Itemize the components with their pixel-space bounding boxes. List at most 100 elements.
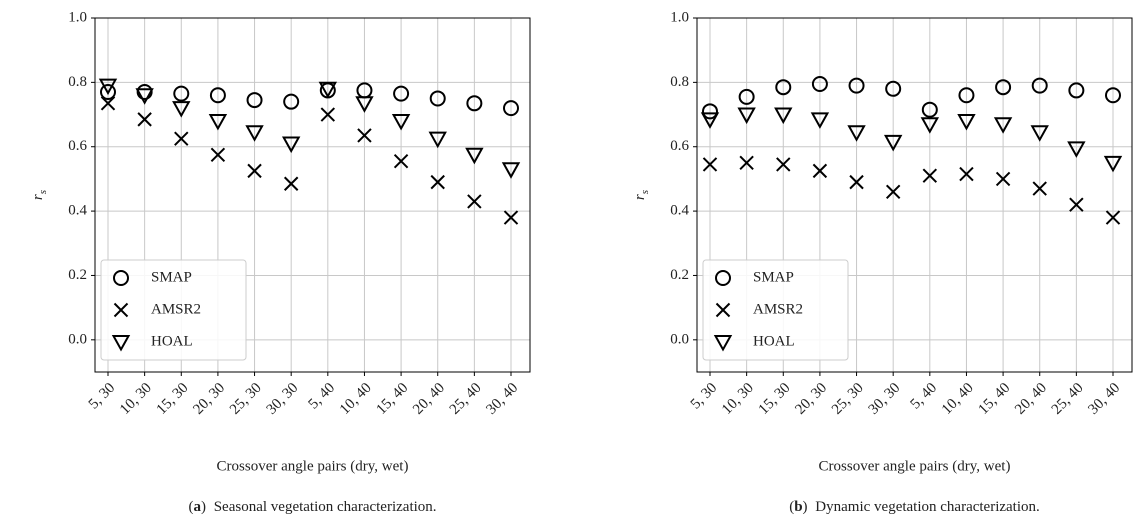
marker-x	[137, 112, 152, 127]
x-tick-label: 10, 30	[117, 380, 155, 418]
legend-label: AMSR2	[753, 301, 803, 317]
x-tick-label: 20, 30	[792, 380, 830, 418]
marker-triangle	[1103, 155, 1123, 173]
x-tick-label: 10, 40	[939, 380, 977, 418]
marker-x	[1032, 181, 1047, 196]
marker-circle	[393, 85, 410, 102]
y-axis-label: rs	[632, 190, 650, 200]
caption-label: b	[794, 499, 802, 515]
plot-frame	[696, 17, 1133, 373]
marker-x	[812, 163, 828, 179]
y-axis-label-sub: s	[37, 190, 49, 194]
x-tick-label: 30, 30	[264, 380, 302, 418]
y-tick-label: 1.0	[68, 9, 87, 25]
x-tick-label: 20, 30	[190, 380, 228, 418]
marker-triangle	[281, 136, 301, 154]
marker-triangle	[318, 81, 338, 99]
marker-triangle	[111, 335, 131, 352]
marker-x	[210, 147, 226, 162]
marker-triangle	[700, 112, 720, 129]
marker-x	[174, 131, 189, 146]
x-tick-label: 25, 30	[227, 380, 265, 418]
x-tick-label: 30, 30	[866, 380, 904, 418]
plot-frame	[94, 17, 531, 373]
marker-circle	[811, 75, 828, 92]
marker-circle	[775, 79, 792, 96]
x-tick-label: 10, 40	[337, 380, 375, 418]
legend-label: HOAL	[753, 333, 795, 349]
x-axis-label: Crossover angle pairs (dry, wet)	[819, 458, 1011, 474]
marker-x	[283, 176, 299, 191]
legend-label: SMAP	[753, 269, 794, 285]
marker-circle	[246, 92, 263, 109]
marker-circle	[113, 270, 129, 286]
x-tick-label: 15, 30	[154, 380, 192, 418]
y-tick-label: 1.0	[670, 9, 689, 25]
caption: (b) Dynamic vegetation characterization.	[789, 499, 1040, 515]
y-axis-label-main: r	[632, 194, 648, 200]
marker-triangle	[355, 96, 374, 113]
y-tick-label: 0.4	[670, 203, 689, 219]
marker-triangle	[774, 107, 793, 125]
marker-circle	[958, 87, 975, 104]
marker-triangle	[883, 134, 903, 152]
marker-triangle	[1067, 141, 1086, 158]
marker-x	[776, 157, 791, 172]
caption-paren: )	[803, 499, 812, 515]
x-tick-label: 20, 40	[1012, 380, 1050, 418]
marker-triangle	[465, 147, 484, 165]
marker-circle	[1105, 87, 1121, 104]
caption-paren: (	[188, 499, 193, 515]
x-tick-label: 30, 40	[1085, 380, 1123, 418]
caption-paren: (	[789, 499, 794, 515]
marker-circle	[702, 103, 718, 120]
marker-triangle	[98, 78, 118, 96]
marker-x	[715, 302, 731, 318]
x-tick-label: 10, 30	[719, 380, 757, 418]
marker-x	[113, 302, 129, 318]
marker-x	[247, 163, 262, 179]
marker-x	[430, 174, 445, 190]
legend-box	[100, 259, 247, 361]
legend-label: HOAL	[151, 333, 193, 349]
x-tick-label: 25, 40	[1049, 380, 1087, 418]
marker-triangle	[208, 113, 228, 131]
legend-label: SMAP	[151, 269, 192, 285]
marker-circle	[283, 93, 300, 110]
x-axis-label: Crossover angle pairs (dry, wet)	[217, 458, 409, 474]
y-tick-label: 0.6	[670, 138, 689, 154]
caption-paren: )	[201, 499, 210, 515]
marker-x	[885, 184, 901, 199]
y-axis-label: rs	[30, 190, 48, 200]
x-tick-label: 5, 30	[688, 380, 721, 413]
marker-circle	[429, 90, 446, 107]
legend-box	[702, 259, 849, 361]
x-tick-label: 15, 30	[756, 380, 794, 418]
marker-circle	[466, 95, 483, 112]
marker-circle	[885, 80, 902, 97]
y-tick-label: 0.8	[68, 74, 87, 90]
caption: (a) Seasonal vegetation characterization…	[188, 499, 436, 515]
caption-text: Dynamic vegetation characterization.	[815, 499, 1039, 515]
marker-circle	[848, 77, 865, 94]
x-tick-label: 25, 40	[447, 380, 485, 418]
marker-circle	[503, 100, 519, 117]
marker-triangle	[737, 107, 756, 125]
marker-x	[467, 194, 482, 209]
marker-triangle	[428, 131, 447, 149]
marker-circle	[100, 84, 116, 101]
y-axis-label-main: r	[30, 194, 46, 200]
marker-x	[849, 174, 864, 190]
marker-x	[503, 210, 519, 225]
marker-x	[100, 96, 116, 111]
y-tick-label: 0.0	[670, 331, 689, 347]
marker-triangle	[245, 125, 264, 142]
marker-x	[702, 157, 718, 172]
marker-x	[320, 107, 336, 122]
x-tick-label: 5, 40	[908, 380, 941, 413]
y-axis-label-sub: s	[639, 190, 651, 194]
y-tick-label: 0.0	[68, 331, 87, 347]
y-tick-label: 0.2	[68, 267, 87, 283]
